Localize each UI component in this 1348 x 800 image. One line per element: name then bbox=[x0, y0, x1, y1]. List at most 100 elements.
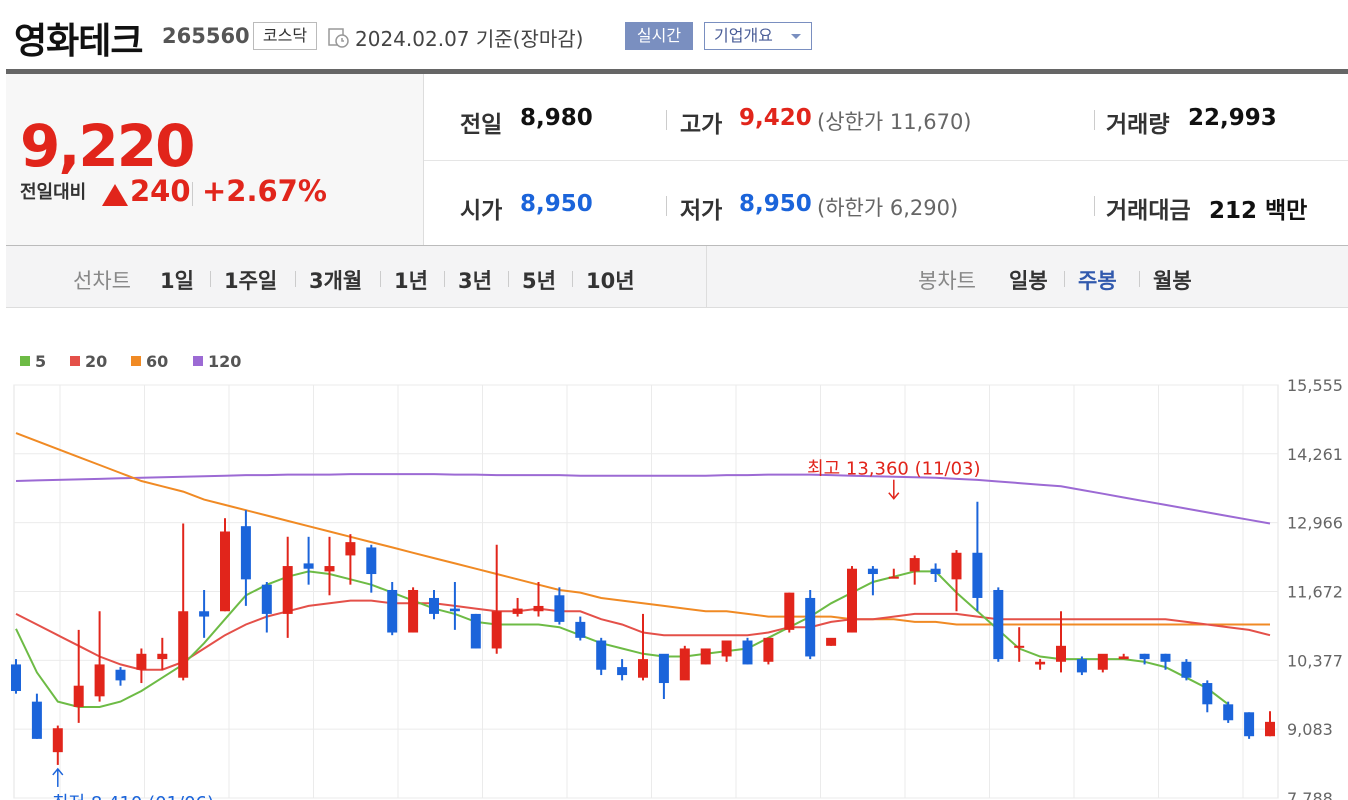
candle bbox=[220, 518, 230, 612]
candle bbox=[324, 536, 335, 596]
candle-body bbox=[220, 531, 230, 612]
candle-body bbox=[470, 613, 481, 649]
tab-daily[interactable]: 일봉 bbox=[1009, 269, 1048, 293]
candle-body bbox=[1265, 721, 1275, 737]
legend-label: 60 bbox=[146, 352, 169, 371]
tab-weekly[interactable]: 주봉 bbox=[1078, 269, 1117, 293]
candle-body bbox=[554, 595, 565, 622]
candle-body bbox=[847, 568, 857, 633]
candle-body bbox=[1223, 704, 1234, 721]
candle-body bbox=[52, 728, 63, 753]
candle-body bbox=[679, 648, 690, 681]
y-tick-label: 11,672 bbox=[1287, 582, 1343, 601]
candle bbox=[470, 613, 481, 649]
legend-swatch bbox=[193, 356, 203, 366]
candle-body bbox=[157, 653, 168, 660]
open-value: 8,950 bbox=[520, 191, 593, 217]
row-divider bbox=[424, 160, 1348, 161]
candle bbox=[575, 616, 586, 641]
candle bbox=[700, 648, 711, 665]
candle bbox=[387, 582, 398, 636]
tab-3y[interactable]: 3년 bbox=[458, 269, 492, 293]
amount-value: 212 백만 bbox=[1209, 198, 1308, 224]
candle bbox=[73, 629, 84, 723]
prev-close-value: 8,980 bbox=[520, 105, 593, 131]
price-change-percent: +2.67% bbox=[202, 174, 327, 208]
ma120-line bbox=[15, 473, 1271, 525]
realtime-button[interactable]: 실시간 bbox=[625, 22, 693, 50]
candlestick-chart[interactable]: 15,555 14,261 12,966 11,672 10,377 9,083 7,788… bbox=[0, 370, 1348, 800]
tab-3m[interactable]: 3개월 bbox=[309, 269, 363, 293]
candle-body bbox=[282, 566, 293, 614]
high-value: 9,420 bbox=[739, 105, 812, 131]
candle-body bbox=[888, 576, 899, 579]
candle-body bbox=[136, 653, 147, 670]
company-overview-button[interactable]: 기업개요 bbox=[704, 22, 812, 50]
tab-5y[interactable]: 5년 bbox=[522, 269, 556, 293]
legend-label: 5 bbox=[35, 352, 47, 371]
candle bbox=[867, 566, 878, 596]
candle bbox=[449, 582, 460, 630]
candle bbox=[972, 501, 983, 612]
candle bbox=[826, 637, 837, 646]
candle-body bbox=[972, 552, 983, 598]
candle-body bbox=[533, 605, 544, 612]
upper-limit: (상한가 11,670) bbox=[817, 110, 972, 134]
candle bbox=[742, 637, 753, 665]
price-box: 9,220 전일대비 240 +2.67% bbox=[6, 74, 424, 246]
candle bbox=[345, 534, 356, 585]
legend-ma5: 5 bbox=[20, 352, 46, 371]
candle-body bbox=[658, 653, 669, 684]
candle bbox=[888, 568, 899, 579]
candle bbox=[805, 589, 816, 660]
candle bbox=[721, 640, 732, 662]
candle bbox=[679, 645, 690, 681]
divider bbox=[1139, 271, 1140, 287]
tab-monthly[interactable]: 월봉 bbox=[1153, 269, 1192, 293]
tab-10y[interactable]: 10년 bbox=[586, 269, 635, 293]
candle bbox=[1223, 701, 1234, 723]
divider bbox=[210, 271, 211, 287]
low-value: 8,950 bbox=[739, 191, 812, 217]
candle bbox=[115, 667, 126, 686]
y-tick-label: 12,966 bbox=[1287, 514, 1343, 533]
legend-ma20: 20 bbox=[70, 352, 107, 371]
candle bbox=[554, 587, 565, 625]
candle-body bbox=[491, 611, 502, 649]
lower-limit: (하한가 6,290) bbox=[817, 196, 959, 220]
divider bbox=[1094, 196, 1095, 216]
candle-body bbox=[721, 640, 732, 657]
candle bbox=[763, 637, 774, 665]
candle-body bbox=[1035, 661, 1046, 665]
candle-body bbox=[805, 597, 816, 657]
legend-ma120: 120 bbox=[193, 352, 241, 371]
candle-body bbox=[596, 640, 607, 670]
candle-body bbox=[1181, 661, 1192, 678]
candle bbox=[11, 659, 21, 694]
candle bbox=[52, 725, 63, 765]
tab-1d[interactable]: 1일 bbox=[160, 269, 194, 293]
tab-1y[interactable]: 1년 bbox=[394, 269, 428, 293]
candle bbox=[94, 611, 105, 702]
candle-body bbox=[115, 669, 126, 681]
candle-chart-label: 봉차트 bbox=[918, 269, 976, 293]
prev-close-label: 전일 bbox=[460, 112, 503, 138]
tab-1w[interactable]: 1주일 bbox=[224, 269, 278, 293]
stock-name: 영화테크 bbox=[14, 21, 143, 62]
legend-swatch bbox=[131, 356, 141, 366]
candle-body bbox=[742, 640, 753, 665]
price-change: 240 bbox=[130, 174, 191, 208]
candle bbox=[1097, 653, 1108, 673]
candle-body bbox=[449, 608, 460, 612]
candle-body bbox=[930, 568, 941, 575]
candle bbox=[1035, 659, 1046, 670]
volume-label: 거래량 bbox=[1106, 112, 1170, 138]
stock-header: 영화테크 265560 코스닥 2024.02.07 기준(장마감) 실시간 기… bbox=[0, 0, 1348, 70]
y-tick-label: 7,788 bbox=[1287, 789, 1333, 800]
candle-body bbox=[826, 637, 837, 646]
candle-body bbox=[31, 701, 42, 739]
stock-code: 265560 bbox=[162, 24, 250, 48]
candle-body bbox=[11, 664, 21, 692]
candle bbox=[303, 536, 314, 585]
candle-body bbox=[94, 664, 105, 697]
